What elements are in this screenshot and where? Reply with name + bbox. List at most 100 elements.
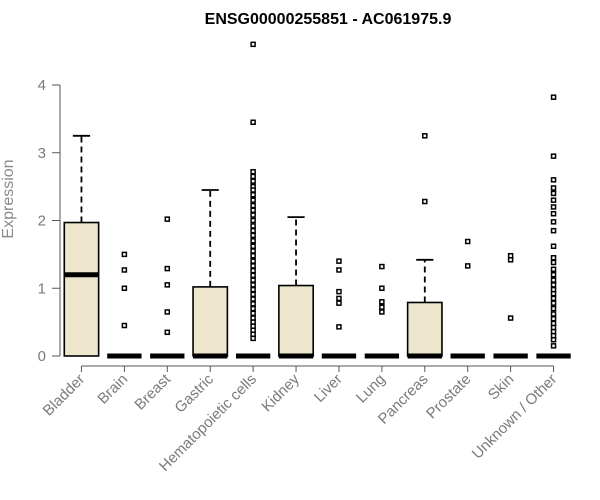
box-group [278,216,315,359]
outlier-point [250,252,256,259]
y-axis-label: Expression [0,159,17,238]
outlier-point [250,192,256,198]
outlier-point [121,251,128,258]
outlier-point [164,216,171,222]
box-group [63,134,100,357]
outlier-point [379,309,385,315]
y-axis: 0 1 2 3 4 [38,77,61,365]
outlier-point [336,267,342,273]
outlier-point [550,343,557,349]
outlier-point [250,296,256,302]
outlier-point [550,277,557,283]
outlier-point [250,335,256,342]
x-tick-label: Kidney [258,370,303,415]
outlier-point [550,266,557,273]
outlier-point [336,324,342,330]
box-group [321,258,357,359]
outlier-point [550,210,557,217]
outlier-point [250,207,256,214]
outlier-point [336,258,342,264]
outlier-point [121,285,128,291]
outlier-point [250,310,256,317]
outlier-point [250,187,256,193]
outlier-point [550,311,557,317]
outlier-point [422,133,428,139]
outlier-point [550,197,557,203]
outlier-point [250,119,256,126]
outlier-point [507,315,514,321]
outlier-point [250,232,256,239]
box [63,221,100,357]
outlier-point [250,267,256,274]
outlier-point [550,94,557,100]
outlier-point [550,305,557,312]
outlier-point [250,277,256,283]
y-tick-label: 3 [38,145,46,162]
outlier-point [250,258,256,264]
outlier-point [250,282,256,288]
outlier-point [550,243,557,249]
outlier-point [250,305,256,312]
box-group [192,189,229,359]
outlier-point [250,168,256,175]
x-tick-label: Breast [131,370,174,413]
outlier-point [550,315,557,322]
x-tick-label: Prostate [423,371,475,423]
outlier-point [250,291,256,298]
outlier-point [250,263,256,269]
outlier-point [550,290,557,297]
outlier-point [550,177,557,183]
x-tick-label: Skin [485,371,518,404]
box [192,286,229,357]
outlier-point [250,41,256,48]
outlier-point [250,212,256,218]
outlier-point [164,282,171,288]
box-group [536,94,571,359]
outlier-point [550,185,557,191]
y-tick-label: 2 [38,213,46,230]
outlier-point [336,295,342,302]
outlier-point [336,288,342,295]
outlier-point [250,286,256,293]
box [278,284,315,357]
x-tick-label: Lung [353,371,389,407]
box-group [235,41,271,359]
y-tick-label: 0 [38,348,46,365]
box-group [107,251,142,359]
outlier-point [164,265,171,272]
outlier-point [250,223,256,229]
outlier-point [464,263,471,269]
outlier-point [121,267,128,273]
outlier-point [379,263,385,270]
y-tick-label: 4 [38,77,46,94]
outlier-point [250,173,256,180]
outlier-point [464,238,471,245]
outlier-point [250,197,256,203]
outlier-point [550,295,557,302]
box-group [364,263,400,359]
outlier-point [164,309,171,315]
outlier-point [550,153,557,159]
outlier-point [250,178,256,184]
outlier-point [164,329,171,336]
outlier-point [250,272,256,279]
box-group [493,252,528,359]
outlier-point [550,204,557,210]
outlier-point [250,243,256,249]
outlier-point [336,300,342,306]
outlier-point [550,336,557,343]
x-tick-label: Bladder [40,371,89,420]
outlier-point [550,219,557,225]
box [406,301,443,357]
outlier-point [250,202,256,209]
outlier-point [550,271,557,278]
outlier-point [550,190,557,197]
box-group [406,133,443,359]
chart-title: ENSG00000255851 - AC061975.9 [205,11,452,28]
outlier-point [379,299,385,305]
outlier-point [550,255,557,261]
outlier-point [250,301,256,307]
box-group [150,216,185,359]
x-tick-label: Liver [311,371,346,406]
